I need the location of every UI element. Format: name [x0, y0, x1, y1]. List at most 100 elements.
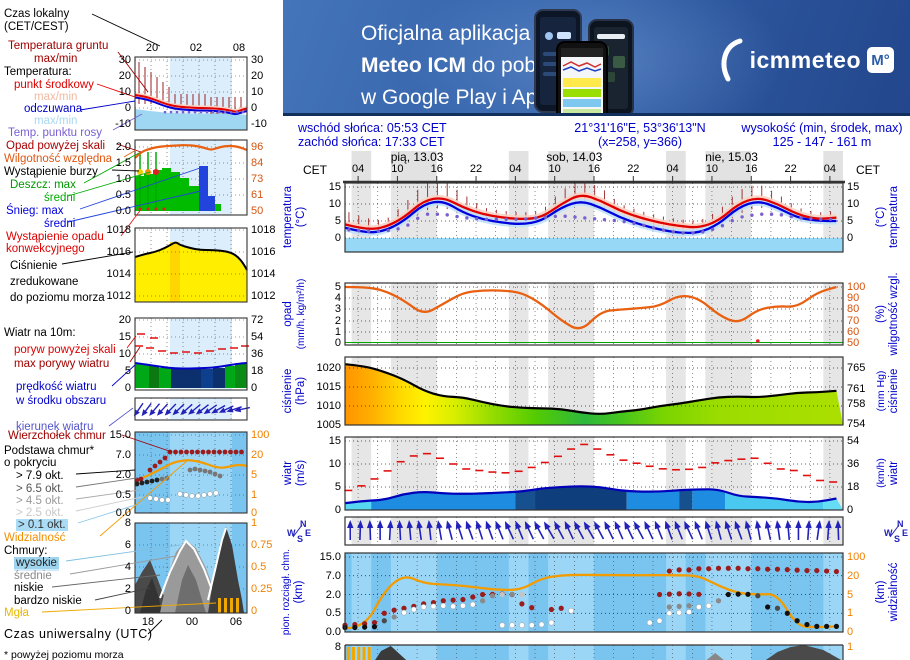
legend-odczuwana: odczuwana	[24, 103, 83, 115]
mini-rh-tick: 61	[251, 189, 264, 201]
axis-tick: 36	[847, 458, 860, 470]
axis-tick: 5	[334, 281, 341, 293]
coords-text: 21°31'16"E, 53°36'13"N	[574, 121, 706, 135]
legend-burza: Wystąpienie burzy	[4, 166, 98, 178]
svg-text:(km): (km)	[875, 580, 887, 603]
svg-text:(km/h): (km/h)	[875, 458, 887, 488]
mini-cover-tick: 4	[124, 561, 131, 573]
axis-tick: 70	[847, 314, 860, 327]
axis-tick: 15	[328, 181, 341, 193]
mini-temp-tick: -10	[251, 118, 267, 130]
axis-tick: 0	[847, 232, 854, 244]
axis-tick: 1	[847, 641, 854, 653]
axis-tick: 100	[847, 281, 866, 293]
panel-wind	[344, 436, 844, 511]
day-label: pią, 13.03	[390, 150, 444, 164]
axis-tick: 50	[847, 337, 860, 349]
svg-text:S: S	[297, 534, 303, 544]
day-label: sob, 14.03	[546, 150, 603, 164]
logo-badge: M°	[867, 47, 894, 73]
svg-text:temperatura: temperatura	[282, 185, 294, 248]
svg-text:N: N	[300, 519, 307, 529]
mini-wind-kmh-tick: 0	[251, 382, 258, 394]
mini-temp-tick: 20	[118, 70, 131, 82]
svg-text:wiatr: wiatr	[888, 461, 900, 486]
legend-deszcz-max: Deszcz: max	[10, 179, 76, 191]
axis-tick: 0	[847, 504, 854, 516]
hour-tick-10: 10	[548, 163, 561, 175]
legend-opad-konw-2: konwekcyjnego	[6, 243, 85, 255]
legend-chmury-niskie: niskie	[14, 582, 44, 594]
axis-tick: 1010	[316, 400, 341, 412]
sunset-text: zachód słońca: 17:33 CET	[298, 135, 445, 149]
legend-temp-gruntu-maxmin: max/min	[34, 53, 78, 65]
svg-text:W: W	[287, 528, 296, 538]
axis-tick: 15	[328, 435, 341, 447]
phones-illustration	[534, 9, 634, 115]
axis-tick: 1005	[316, 419, 341, 431]
mini-vis-tick: 100	[251, 429, 270, 441]
hour-tick-10: 10	[705, 163, 719, 175]
svg-text:ciśnienie: ciśnienie	[282, 369, 294, 414]
svg-text:wiatr: wiatr	[282, 461, 294, 486]
mini-temp-tick: 0	[124, 102, 131, 114]
svg-text:wilgotność wzgl.: wilgotność wzgl.	[888, 272, 900, 356]
axis-tick: 20	[847, 569, 860, 582]
svg-text:pion. rozciągł. chm.: pion. rozciągł. chm.	[281, 549, 292, 635]
logo-text: icmmeteo	[749, 46, 861, 73]
altitude-values: 125 - 147 - 161 m	[772, 135, 872, 149]
legend-podstawa: Podstawa chmur*	[4, 445, 95, 457]
mini-opad-tick: 1.5	[115, 157, 131, 169]
axis-tick: 2.0	[325, 588, 341, 601]
legend-chmury: Chmury:	[4, 545, 48, 557]
mini-temp-tick: 0	[251, 102, 258, 114]
axis-tick: 0	[334, 337, 341, 349]
panel-wind-direction	[344, 516, 844, 546]
mini-rh-tick: 50	[251, 205, 264, 217]
legend-cisnienie-2: zredukowane	[10, 276, 79, 288]
hour-tick-16: 16	[587, 163, 601, 175]
axis-tick: 754	[847, 418, 866, 431]
legend-widzialnosc: Widzialność	[4, 532, 66, 544]
legend-cet-cest: (CET/CEST)	[4, 21, 69, 33]
legend-snieg-max: Śnieg: max	[6, 205, 64, 217]
mini-vis-tick: 1	[251, 489, 258, 501]
mini-cover-tick: 6	[124, 539, 131, 551]
svg-text:E: E	[902, 528, 908, 538]
svg-text:(m/s): (m/s)	[295, 460, 307, 486]
mini-temp-tick: 30	[118, 54, 131, 66]
mini-wind-kmh-tick: 54	[251, 331, 264, 343]
day-label: nie, 15.03	[705, 150, 758, 164]
sunrise-text: wschód słońca: 05:53 CET	[298, 121, 447, 135]
sidebar-mini-meteogram	[133, 56, 250, 614]
legend-okt-65: > 6.5 okt.	[16, 483, 64, 495]
axis-tick: 5	[334, 215, 341, 227]
mini-cover-frac-tick: 0.5	[251, 561, 267, 573]
hour-tick-04: 04	[351, 163, 365, 175]
axis-tick: 0	[334, 232, 341, 244]
legend-temp-maxmin: max/min	[34, 91, 78, 103]
app-banner[interactable]: Oficjalna aplikacja Meteo ICM do pobrani…	[283, 0, 910, 115]
legend-pokrycie: o pokryciu	[4, 457, 57, 469]
mini-cover-frac-tick: 0.25	[251, 583, 273, 595]
axis-tick: 10	[328, 198, 341, 210]
axis-tick: 100	[847, 551, 866, 563]
cet-label-right: CET	[856, 163, 880, 177]
svg-text:ciśnienie: ciśnienie	[888, 369, 900, 414]
axis-tick: 2	[334, 314, 341, 327]
mini-cover-frac-tick: 1	[251, 517, 258, 529]
legend-wiatr-10m: Wiatr na 10m:	[4, 327, 76, 339]
axis-tick: 15.0	[319, 551, 341, 563]
mini-press-tick: 1012	[106, 290, 131, 302]
altitude-label: wysokość (min, środek, max)	[741, 121, 903, 135]
mini-cover-frac-tick: 0.75	[251, 539, 273, 551]
cet-label-left: CET	[303, 163, 327, 177]
banner-line2-bold: Meteo ICM	[361, 54, 466, 77]
legend-opad-skala: Opad powyżej skali	[6, 140, 106, 152]
mini-bottom-hour: 18	[141, 616, 155, 628]
svg-text:(°C): (°C)	[875, 207, 887, 228]
svg-text:temperatura: temperatura	[888, 185, 900, 248]
mini-rh-tick: 73	[251, 173, 264, 185]
legend-chmury-wysokie: wysokie	[14, 557, 59, 569]
